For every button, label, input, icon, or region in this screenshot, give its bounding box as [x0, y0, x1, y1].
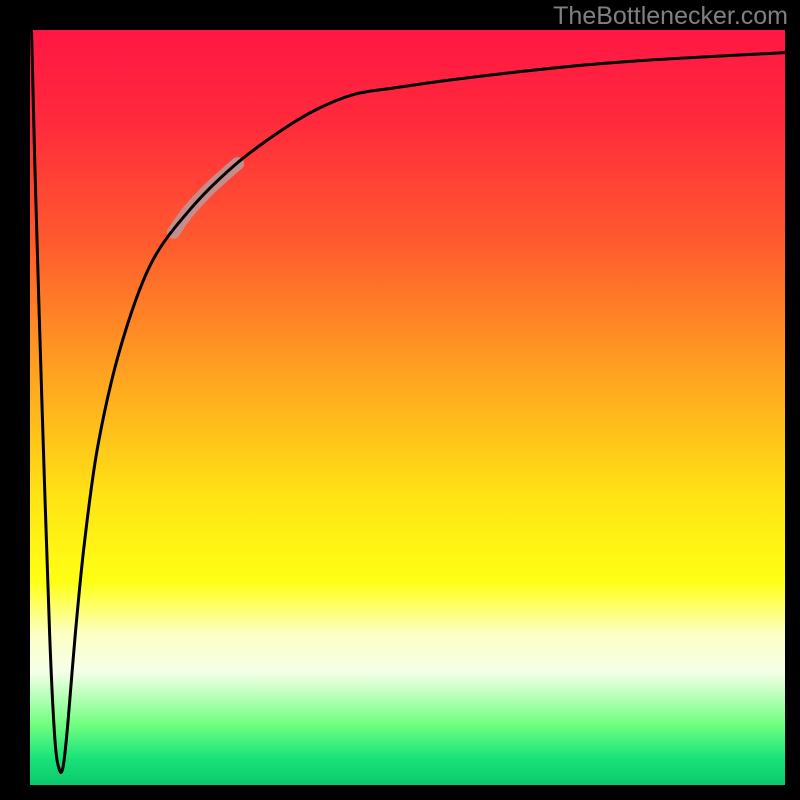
plot-area	[30, 30, 785, 785]
chart-frame: TheBottlenecker.com	[0, 0, 800, 800]
gradient-background	[30, 30, 785, 785]
chart-svg	[30, 30, 785, 785]
watermark-text: TheBottlenecker.com	[553, 2, 788, 31]
